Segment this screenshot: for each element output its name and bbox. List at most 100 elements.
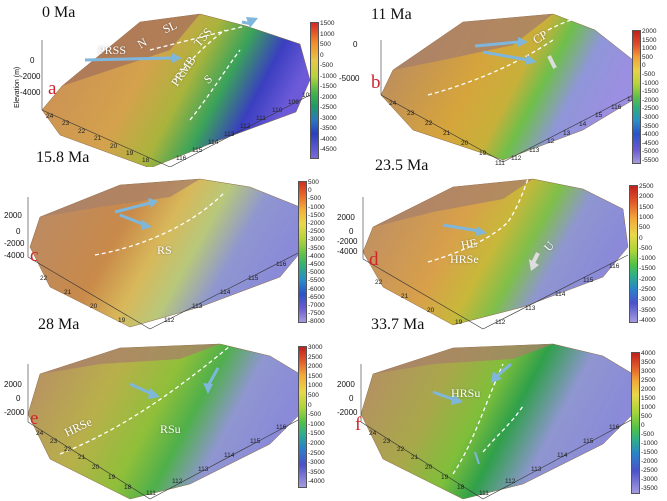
x-tick: 112 <box>511 155 522 162</box>
colorbar-tick: -3000 <box>308 236 325 244</box>
colorbar-tick: -1500 <box>639 265 656 273</box>
x-tick: 114 <box>555 291 566 298</box>
z-tick: 2000 <box>4 211 22 220</box>
x-tick: 115 <box>250 438 261 445</box>
x-tick: 114 <box>557 452 568 459</box>
colorbar-tick: -500 <box>639 244 653 252</box>
x-tick: 112 <box>505 478 516 485</box>
panel-e: 28 Ma e RSu HRSe 2000 0 -2000 24 23 22 2… <box>0 316 333 501</box>
y-tick: 22 <box>40 275 48 282</box>
colorbar <box>631 352 640 494</box>
x-tick: 116 <box>276 261 287 268</box>
colorbar-tick: -5500 <box>308 277 325 285</box>
x-tick: 112 <box>172 478 183 485</box>
colorbar-tick: -5000 <box>308 269 325 277</box>
z-tick: -2000 <box>337 237 358 246</box>
colorbar <box>310 22 319 159</box>
colorbar-tick: 500 <box>308 179 319 186</box>
panel-age: 11 Ma <box>371 6 412 23</box>
x-tick: 13 <box>563 130 571 137</box>
y-tick: 23 <box>62 120 70 127</box>
panel-letter: e <box>30 408 39 429</box>
y-tick: 21 <box>443 130 451 137</box>
colorbar-tick: -1000 <box>308 203 325 211</box>
colorbar-tick: -4000 <box>320 135 337 143</box>
colorbar-tick: 1000 <box>641 404 656 411</box>
colorbar-tick: 500 <box>639 224 650 232</box>
z-tick: -2000 <box>20 72 41 81</box>
colorbar-tick: 3500 <box>641 359 656 366</box>
y-tick: 23 <box>50 438 58 445</box>
z-tick: 0 <box>16 394 21 403</box>
x-tick: 111 <box>146 490 156 497</box>
y-tick: 22 <box>64 446 72 453</box>
z-tick: -2000 <box>4 239 25 248</box>
terrain-a <box>41 13 311 167</box>
x-tick: 111 <box>495 160 505 167</box>
colorbar-tick: -1000 <box>641 440 658 447</box>
panel-letter: d <box>369 249 379 270</box>
colorbar <box>298 346 307 488</box>
terrain-d <box>362 178 629 330</box>
x-tick: 109 <box>288 99 299 106</box>
colorbar-tick: -2000 <box>308 440 325 447</box>
colorbar-tick: -1500 <box>642 88 659 96</box>
panel-age: 28 Ma <box>38 316 80 333</box>
colorbar-tick: 3000 <box>308 344 323 351</box>
panel-f: 33.7 Ma f HRSu 2000 0 -2000 24 23 22 21 … <box>333 316 666 501</box>
colorbar-tick: -4000 <box>308 252 325 260</box>
x-tick: 113 <box>198 466 209 473</box>
y-tick: 19 <box>455 319 463 326</box>
z-tick: 2000 <box>337 380 355 389</box>
y-tick: 21 <box>78 454 86 461</box>
x-tick: 113 <box>224 131 235 138</box>
y-tick: 18 <box>142 157 150 164</box>
label-rs: RS <box>157 243 172 257</box>
colorbar-tick: -500 <box>308 195 322 203</box>
panel-b: 11 Ma b CP 0 -5000 24 23 22 21 20 19 112… <box>333 0 666 167</box>
panel-age: 23.5 Ma <box>375 157 429 174</box>
colorbar-tick: 2000 <box>642 28 657 35</box>
colorbar-tick: 0 <box>308 401 312 409</box>
colorbar-tick: 3000 <box>641 368 656 375</box>
colorbar-tick: -2000 <box>639 275 656 283</box>
colorbar-tick: -3000 <box>641 476 658 483</box>
x-tick: 115 <box>583 438 594 445</box>
y-tick: 23 <box>383 438 391 445</box>
colorbar-tick: -5000 <box>642 148 659 156</box>
x-tick: 15 <box>595 112 603 119</box>
z-tick: -5000 <box>339 74 360 83</box>
y-tick: 20 <box>90 303 98 310</box>
x-tick: 113 <box>192 303 203 310</box>
panel-letter: a <box>48 78 57 99</box>
y-tick: 19 <box>479 150 487 157</box>
colorbar-tick: 500 <box>641 413 652 420</box>
colorbar-tick: -1000 <box>642 79 659 87</box>
label-hrsu: HRSu <box>451 386 481 400</box>
colorbar-tick: 2500 <box>641 377 656 384</box>
y-tick: 22 <box>375 279 383 286</box>
colorbar-tick: 500 <box>320 41 331 48</box>
y-tick: 20 <box>425 464 433 471</box>
colorbar-tick: 2000 <box>641 386 656 393</box>
y-tick: 18 <box>457 484 465 491</box>
x-tick: 113 <box>525 305 536 312</box>
colorbar-tick: 500 <box>642 53 653 61</box>
colorbar-tick: -4500 <box>320 146 337 153</box>
colorbar-tick: 4000 <box>641 350 656 357</box>
z-tick: 0 <box>349 227 354 236</box>
y-tick: 24 <box>369 430 377 437</box>
colorbar-tick: -2000 <box>641 458 658 465</box>
colorbar-tick: -3000 <box>308 459 325 467</box>
y-tick: 21 <box>401 293 409 300</box>
z-tick: -2000 <box>4 408 25 417</box>
panel-d: 23.5 Ma d HE HRSe U 2000 0 -2000 -4000 2… <box>333 157 666 334</box>
panel-age: 15.8 Ma <box>36 149 90 166</box>
colorbar-tick: -3500 <box>641 485 658 492</box>
colorbar-tick: -4000 <box>639 316 656 324</box>
y-tick: 19 <box>126 150 134 157</box>
colorbar-tick: 500 <box>308 392 319 399</box>
label-rsu: RSu <box>160 422 181 436</box>
y-tick: 22 <box>78 128 86 135</box>
y-tick: 21 <box>64 289 72 296</box>
